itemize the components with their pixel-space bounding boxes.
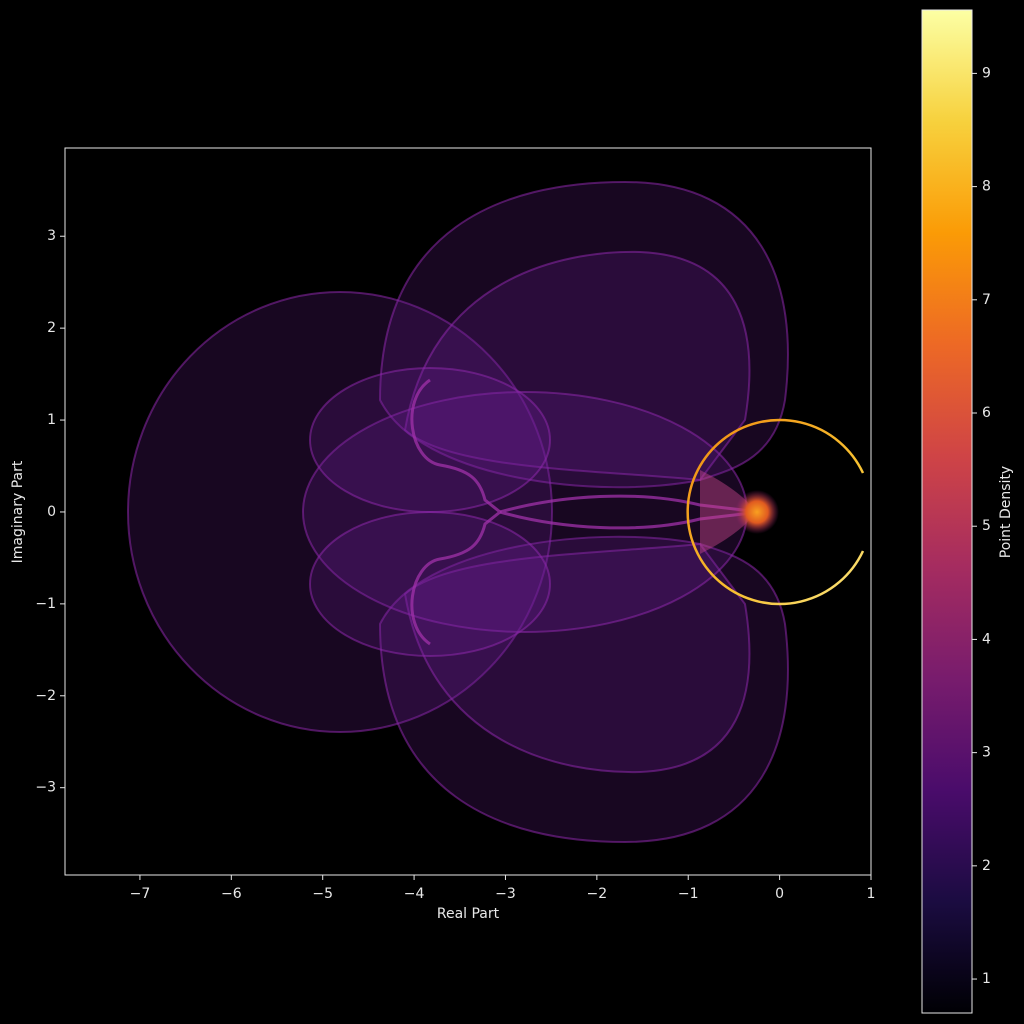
y-axis-label: Imaginary Part: [10, 460, 26, 563]
x-tick-label: −3: [495, 886, 516, 902]
y-tick-label: −2: [35, 688, 56, 704]
density-image: [127, 180, 865, 844]
y-tick-label: 2: [47, 320, 56, 336]
x-tick-label: 0: [775, 886, 784, 902]
colorbar-tick-label: 9: [982, 65, 991, 81]
y-tick-label: 0: [47, 504, 56, 520]
lobe: [403, 542, 751, 774]
colorbar-tick-label: 6: [982, 405, 991, 421]
lobe: [127, 291, 553, 733]
lobe: [378, 535, 789, 844]
lobe: [403, 250, 751, 482]
colorbar-tick-label: 4: [982, 631, 991, 647]
colorbar-tick-label: 2: [982, 858, 991, 874]
colorbar-tick-label: 5: [982, 518, 991, 534]
lobe: [309, 511, 551, 657]
y-tick-label: 1: [47, 412, 56, 428]
y-tick-label: −1: [35, 596, 56, 612]
x-tick-label: 1: [867, 886, 876, 902]
colorbar: [921, 9, 973, 1014]
colorbar-label: Point Density: [998, 466, 1014, 558]
y-tick-label: −3: [35, 780, 56, 796]
x-tick-label: −2: [587, 886, 608, 902]
colorbar-tick-label: 8: [982, 179, 991, 195]
colorbar-tick-label: 1: [982, 971, 991, 987]
x-tick-label: −1: [678, 886, 699, 902]
lobe: [309, 367, 551, 513]
x-tick-label: −6: [221, 886, 242, 902]
x-axis-label: Real Part: [437, 906, 500, 922]
colorbar-tick-label: 3: [982, 745, 991, 761]
colorbar-tick-label: 7: [982, 292, 991, 308]
x-tick-label: −5: [312, 886, 333, 902]
x-tick-label: −4: [404, 886, 425, 902]
bright-region: [700, 470, 757, 554]
x-tick-label: −7: [130, 886, 151, 902]
y-tick-label: 3: [47, 228, 56, 244]
unit-circle: [686, 418, 865, 606]
lobe: [378, 180, 789, 489]
bright-spot: [735, 490, 779, 534]
